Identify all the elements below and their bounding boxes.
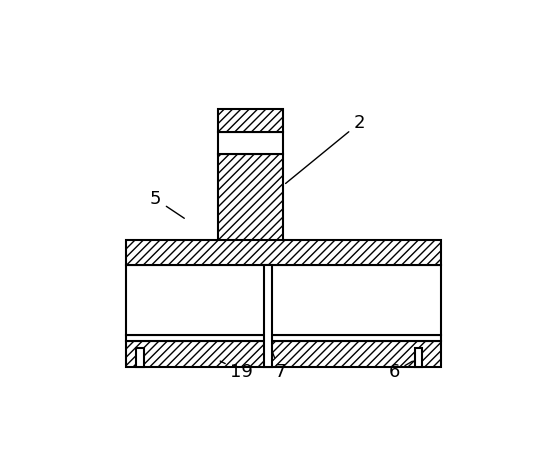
Bar (137, 348, 144, 367)
Text: 6: 6 (388, 361, 413, 381)
Bar (264, 265, 272, 367)
Text: 7: 7 (269, 343, 286, 381)
Text: 5: 5 (150, 190, 184, 218)
Bar (126, 239, 441, 265)
Bar (126, 265, 441, 335)
Bar (126, 341, 441, 367)
Bar (218, 132, 283, 154)
Text: 19: 19 (220, 361, 253, 381)
Bar (126, 335, 441, 341)
Bar (218, 109, 283, 132)
Text: 2: 2 (285, 114, 365, 184)
Bar (415, 348, 422, 367)
Bar (218, 154, 283, 251)
